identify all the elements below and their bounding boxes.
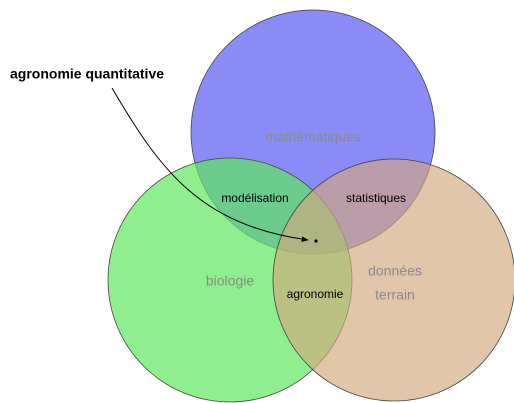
intersection-label: statistiques [346, 191, 406, 205]
set-label: mathématiques [265, 129, 361, 145]
set-label: terrain [375, 287, 415, 303]
callout-label: agronomie quantitative [10, 66, 164, 82]
callout-arrow [111, 87, 309, 242]
callout-dot [314, 239, 318, 243]
set-label: biologie [206, 273, 254, 289]
set-label: données [368, 263, 422, 279]
intersection-label: agronomie [287, 287, 344, 301]
intersection-label: modélisation [221, 191, 288, 205]
field-data-circle [272, 158, 514, 402]
